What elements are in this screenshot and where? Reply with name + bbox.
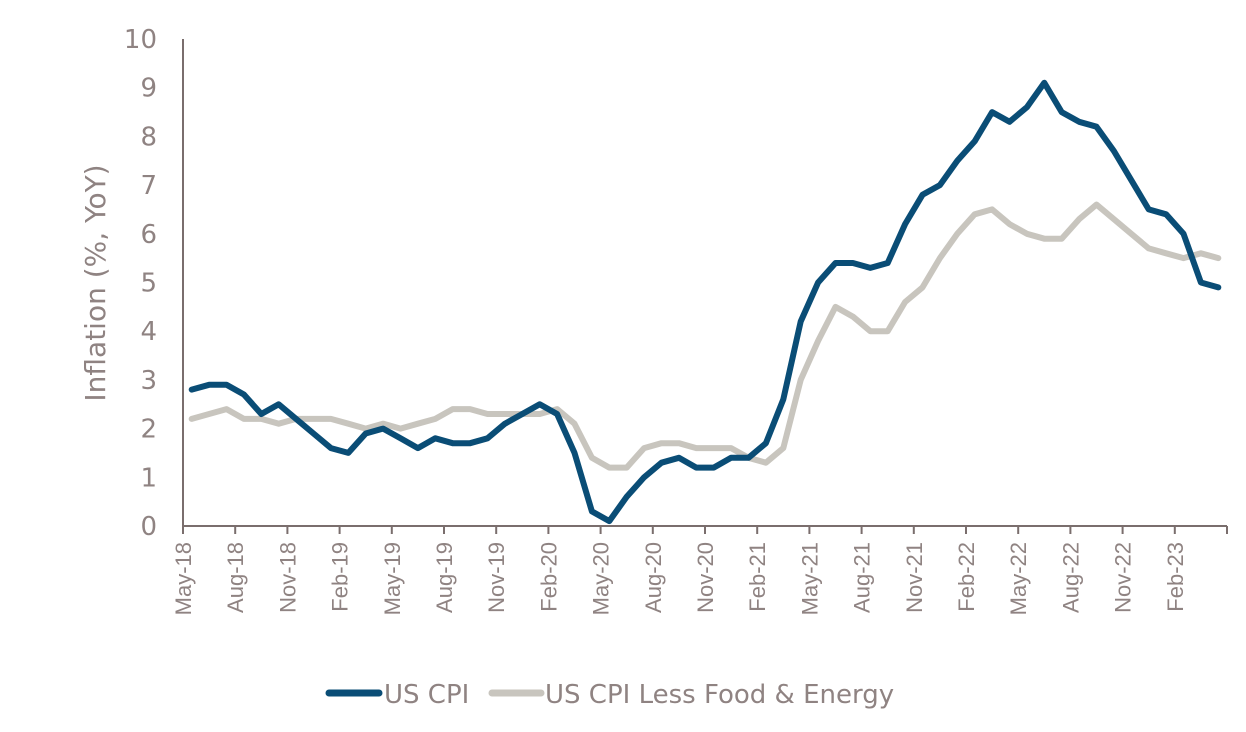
x-tick-label: May-18 — [171, 542, 196, 615]
y-axis: 0 1 2 3 4 5 6 7 8 9 10 — [124, 25, 157, 542]
x-tick-label: Aug-22 — [1058, 542, 1083, 613]
legend-label-us-cpi: US CPI — [384, 680, 469, 710]
x-tick-label: Nov-18 — [275, 542, 300, 613]
x-axis: May-18 Aug-18 Nov-18 Feb-19 May-19 Aug-19 Nov-… — [171, 526, 1228, 615]
y-tick-label: 2 — [140, 415, 157, 445]
series-line-core-cpi — [188, 201, 1222, 471]
x-tick-label: Nov-19 — [484, 542, 509, 613]
legend-label-core-cpi: US CPI Less Food & Energy — [545, 680, 894, 710]
x-tick-label: Nov-22 — [1111, 542, 1136, 613]
y-tick-label: 9 — [140, 74, 157, 104]
series-layer — [188, 79, 1222, 525]
x-tick-label: May-21 — [797, 542, 822, 615]
x-tick-label: May-20 — [589, 542, 614, 615]
series-line-us-cpi — [188, 79, 1222, 525]
y-tick-label: 10 — [124, 25, 157, 55]
x-tick-label: Nov-20 — [693, 542, 718, 613]
y-tick-label: 8 — [140, 122, 157, 152]
x-tick-label: Nov-21 — [902, 542, 927, 613]
x-tick-label: Aug-21 — [850, 542, 875, 613]
x-tick-label: Feb-20 — [536, 542, 561, 612]
x-tick-label: Feb-22 — [954, 542, 979, 612]
x-tick-label: Feb-19 — [328, 542, 353, 612]
x-tick-label: Aug-18 — [223, 542, 248, 613]
y-tick-label: 1 — [140, 463, 157, 493]
x-tick-label: Aug-20 — [641, 542, 666, 613]
y-axis-title: Inflation (%, YoY) — [79, 164, 112, 401]
y-tick-label: 0 — [140, 512, 157, 542]
legend: US CPI US CPI Less Food & Energy — [325, 680, 894, 710]
x-tick-label: Feb-23 — [1163, 542, 1188, 612]
x-tick-label: Feb-21 — [745, 542, 770, 612]
y-tick-label: 4 — [140, 317, 157, 347]
y-tick-label: 3 — [140, 366, 157, 396]
x-tick-label: May-22 — [1006, 542, 1031, 615]
x-tick-label: Aug-19 — [432, 542, 457, 613]
x-tick-label: May-19 — [380, 542, 405, 615]
y-tick-label: 6 — [140, 220, 157, 250]
y-tick-label: 7 — [140, 171, 157, 201]
y-tick-label: 5 — [140, 269, 157, 299]
